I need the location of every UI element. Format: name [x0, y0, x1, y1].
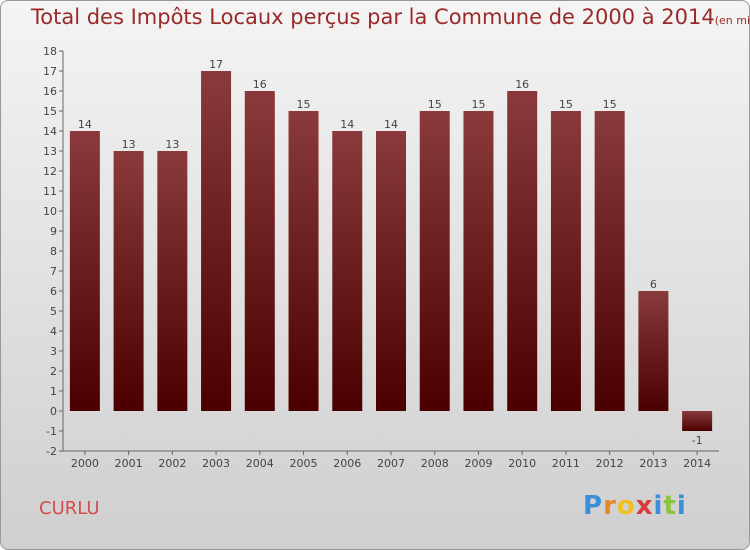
x-tick-label: 2011	[552, 457, 580, 470]
bar-value-label: 15	[297, 98, 311, 111]
bar-value-label: 15	[471, 98, 485, 111]
commune-name: CURLU	[39, 498, 100, 519]
y-tick-label: 18	[43, 45, 57, 58]
bar	[682, 411, 713, 431]
logo-letter: i	[653, 491, 664, 521]
y-tick-label: 5	[50, 305, 57, 318]
bar	[113, 151, 144, 411]
bar	[419, 111, 450, 411]
logo-letter: r	[603, 491, 617, 521]
bar	[463, 111, 494, 411]
x-tick-label: 2002	[158, 457, 186, 470]
y-tick-label: -1	[46, 425, 57, 438]
logo-letter: P	[583, 491, 604, 521]
bar	[201, 71, 232, 411]
x-tick-label: 2014	[683, 457, 711, 470]
y-tick-label: 16	[43, 85, 57, 98]
logo-letter: t	[663, 491, 677, 521]
y-tick-label: 12	[43, 165, 57, 178]
bar	[638, 291, 669, 411]
bar-value-label: 13	[165, 138, 179, 151]
bar-value-label: 13	[122, 138, 136, 151]
data-labels: 14 13 13 17 16 15 14 14 15 15 16 15 15 6 -1	[78, 58, 703, 447]
x-axis: 2000 2001 2002 2003 2004 2005 2006 2007 2008 2009…	[63, 450, 719, 470]
x-tick-label: 2001	[115, 457, 143, 470]
bar-value-label: 16	[515, 78, 529, 91]
y-tick-label: 14	[43, 125, 57, 138]
y-tick-label: 4	[50, 325, 57, 338]
bar-value-label: 14	[384, 118, 398, 131]
y-tick-label: 3	[50, 345, 57, 358]
bar-value-label: 15	[603, 98, 617, 111]
y-tick-label: 9	[50, 225, 57, 238]
y-tick-label: 7	[50, 265, 57, 278]
bar	[550, 111, 581, 411]
x-tick-label: 2004	[246, 457, 274, 470]
y-tick-label: 2	[50, 365, 57, 378]
x-tick-label: 2007	[377, 457, 405, 470]
y-tick-label: 1	[50, 385, 57, 398]
bar-value-label: 15	[428, 98, 442, 111]
x-tick-label: 2009	[464, 457, 492, 470]
logo-letter: x	[635, 491, 654, 521]
bar	[157, 151, 188, 411]
x-tick-label: 2010	[508, 457, 536, 470]
y-tick-label: 13	[43, 145, 57, 158]
chart-title: Total des Impôts Locaux perçus par la Co…	[31, 5, 750, 29]
x-tick-label: 2012	[596, 457, 624, 470]
x-tick-label: 2008	[421, 457, 449, 470]
bars	[69, 71, 713, 431]
proxiti-logo[interactable]: Proxiti	[583, 491, 687, 521]
bar	[288, 111, 319, 411]
y-tick-label: 10	[43, 205, 57, 218]
bar-value-label: -1	[692, 434, 703, 447]
bar	[376, 131, 406, 411]
bar	[332, 131, 363, 411]
title-text: Total des Impôts Locaux perçus par la Co…	[31, 5, 715, 29]
logo-letter: o	[616, 491, 636, 521]
y-tick-label: -2	[46, 445, 57, 458]
y-tick-label: 11	[43, 185, 57, 198]
bar-value-label: 16	[253, 78, 267, 91]
y-tick-label: 0	[50, 405, 57, 418]
logo-letter: i	[676, 491, 687, 521]
x-tick-label: 2005	[290, 457, 318, 470]
x-tick-label: 2013	[639, 457, 667, 470]
y-tick-label: 8	[50, 245, 57, 258]
x-tick-label: 2003	[202, 457, 230, 470]
title-unit: (en milliers d'€)	[714, 14, 750, 27]
bar-value-label: 14	[78, 118, 92, 131]
bar-value-label: 14	[340, 118, 354, 131]
x-tick-label: 2000	[71, 457, 99, 470]
bar-value-label: 15	[559, 98, 573, 111]
y-tick-label: 15	[43, 105, 57, 118]
bar	[507, 91, 538, 411]
bar	[594, 111, 625, 411]
bar	[69, 131, 100, 411]
x-tick-label: 2006	[333, 457, 361, 470]
bar	[244, 91, 275, 411]
bar-value-label: 6	[650, 278, 657, 291]
y-tick-label: 17	[43, 65, 57, 78]
bar-value-label: 17	[209, 58, 223, 71]
y-tick-label: 6	[50, 285, 57, 298]
